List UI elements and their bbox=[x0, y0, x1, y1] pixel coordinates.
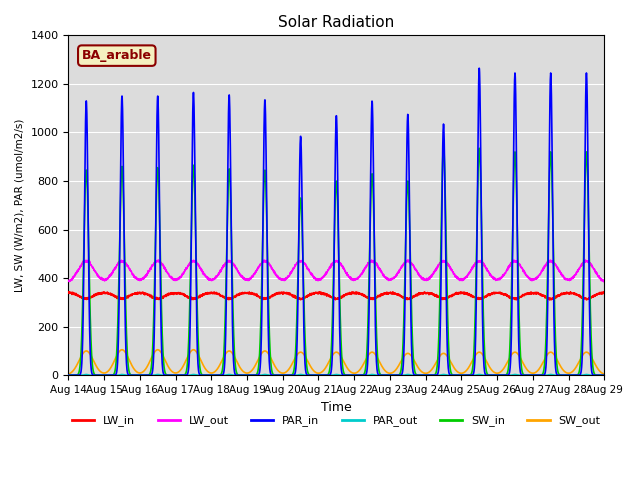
LW_in bbox=[157, 295, 165, 301]
PAR_in bbox=[270, 372, 278, 378]
SW_out bbox=[590, 359, 598, 365]
PAR_out bbox=[600, 372, 608, 378]
PAR_out bbox=[294, 372, 301, 378]
LW_in bbox=[65, 289, 73, 295]
LW_out bbox=[260, 257, 268, 263]
PAR_in bbox=[600, 372, 608, 378]
PAR_in bbox=[590, 372, 598, 378]
LW_in bbox=[126, 293, 134, 299]
SW_in bbox=[590, 370, 598, 376]
SW_in bbox=[440, 144, 447, 150]
LW_out bbox=[125, 266, 133, 272]
PAR_out bbox=[532, 372, 540, 378]
X-axis label: Time: Time bbox=[321, 400, 352, 413]
LW_out bbox=[532, 276, 540, 282]
LW_out bbox=[600, 279, 607, 285]
Line: LW_in: LW_in bbox=[68, 292, 604, 300]
Title: Solar Radiation: Solar Radiation bbox=[278, 15, 394, 30]
LW_in bbox=[294, 295, 301, 301]
SW_in bbox=[270, 372, 278, 378]
Line: SW_in: SW_in bbox=[68, 147, 604, 375]
Legend: LW_in, LW_out, PAR_in, PAR_out, SW_in, SW_out: LW_in, LW_out, PAR_in, PAR_out, SW_in, S… bbox=[68, 411, 605, 431]
SW_out bbox=[532, 369, 540, 375]
SW_out bbox=[270, 362, 278, 368]
SW_out bbox=[294, 352, 301, 358]
PAR_out bbox=[270, 372, 278, 378]
Text: BA_arable: BA_arable bbox=[82, 49, 152, 62]
PAR_out bbox=[83, 372, 90, 377]
SW_out bbox=[600, 372, 608, 377]
SW_out bbox=[65, 372, 72, 377]
PAR_in bbox=[293, 337, 301, 343]
Line: SW_out: SW_out bbox=[68, 350, 604, 374]
Line: LW_out: LW_out bbox=[68, 260, 604, 282]
Line: PAR_in: PAR_in bbox=[68, 68, 604, 375]
LW_out bbox=[600, 278, 608, 284]
LW_in bbox=[65, 289, 72, 295]
PAR_out bbox=[65, 372, 72, 378]
LW_out bbox=[590, 266, 598, 272]
PAR_in bbox=[532, 372, 540, 378]
PAR_in bbox=[65, 372, 72, 378]
LW_in bbox=[600, 290, 608, 296]
PAR_in bbox=[157, 336, 165, 342]
LW_out bbox=[270, 268, 278, 274]
PAR_out bbox=[126, 372, 134, 378]
LW_out bbox=[65, 277, 72, 283]
LW_in bbox=[532, 291, 540, 297]
PAR_out bbox=[590, 372, 598, 378]
SW_out bbox=[118, 347, 126, 353]
Line: PAR_out: PAR_out bbox=[68, 374, 604, 375]
SW_in bbox=[125, 370, 133, 376]
LW_in bbox=[590, 292, 598, 298]
SW_out bbox=[126, 358, 134, 364]
SW_in bbox=[293, 306, 301, 312]
Y-axis label: LW, SW (W/m2), PAR (umol/m2/s): LW, SW (W/m2), PAR (umol/m2/s) bbox=[15, 119, 25, 292]
SW_in bbox=[600, 372, 608, 378]
LW_in bbox=[270, 293, 278, 299]
LW_out bbox=[294, 259, 301, 265]
SW_out bbox=[157, 350, 165, 356]
PAR_in bbox=[125, 372, 133, 378]
LW_out bbox=[157, 260, 165, 266]
SW_in bbox=[65, 372, 72, 378]
PAR_in bbox=[476, 65, 483, 71]
SW_in bbox=[157, 299, 165, 305]
PAR_out bbox=[157, 372, 165, 378]
SW_in bbox=[532, 372, 540, 378]
LW_in bbox=[545, 297, 553, 303]
